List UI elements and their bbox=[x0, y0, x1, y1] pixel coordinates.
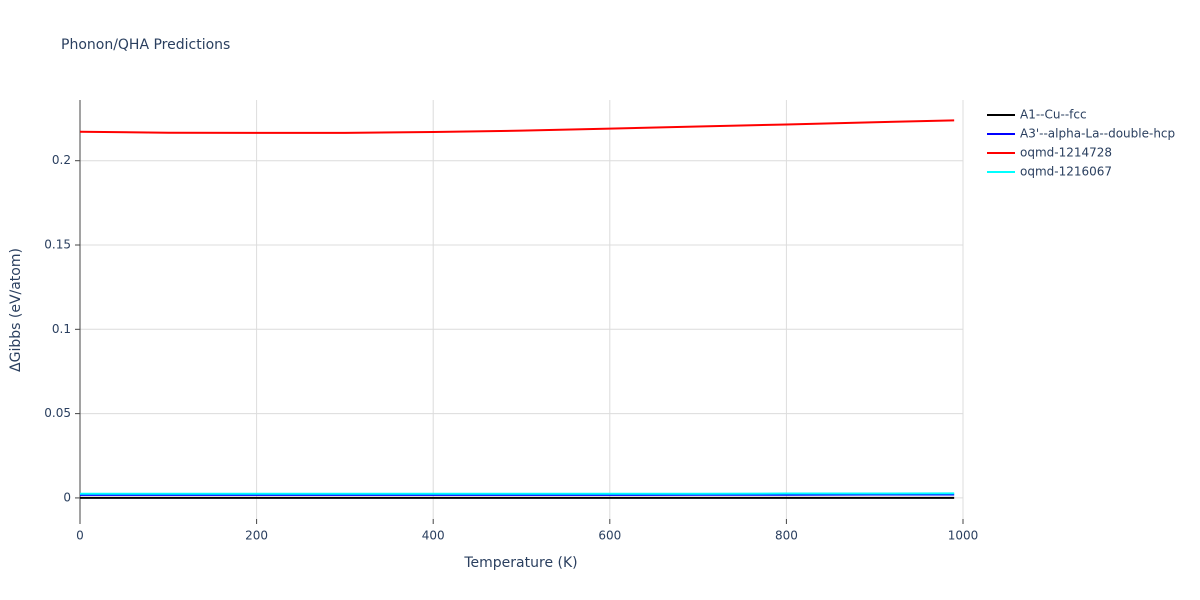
y-tick-label: 0.15 bbox=[44, 238, 71, 252]
x-tick-label: 600 bbox=[598, 529, 621, 543]
legend-label: A1--Cu--fcc bbox=[1020, 108, 1087, 122]
x-tick-label: 400 bbox=[422, 529, 445, 543]
legend-label: A3'--alpha-La--double-hcp bbox=[1020, 127, 1175, 141]
x-tick-label: 1000 bbox=[948, 529, 979, 543]
chart-title: Phonon/QHA Predictions bbox=[61, 37, 230, 53]
y-tick-label: 0 bbox=[63, 490, 71, 504]
y-axis-title: ΔGibbs (eV/atom) bbox=[8, 248, 24, 372]
x-tick-label: 200 bbox=[245, 529, 268, 543]
y-tick-label: 0.2 bbox=[52, 153, 71, 167]
y-tick-label: 0.1 bbox=[52, 322, 71, 336]
y-tick-label: 0.05 bbox=[44, 406, 71, 420]
series-line bbox=[79, 119, 955, 134]
x-tick-label: 0 bbox=[76, 529, 84, 543]
legend-label: oqmd-1214728 bbox=[1020, 146, 1112, 160]
x-tick-label: 800 bbox=[775, 529, 798, 543]
legend-label: oqmd-1216067 bbox=[1020, 165, 1112, 179]
x-axis-title: Temperature (K) bbox=[463, 555, 577, 571]
